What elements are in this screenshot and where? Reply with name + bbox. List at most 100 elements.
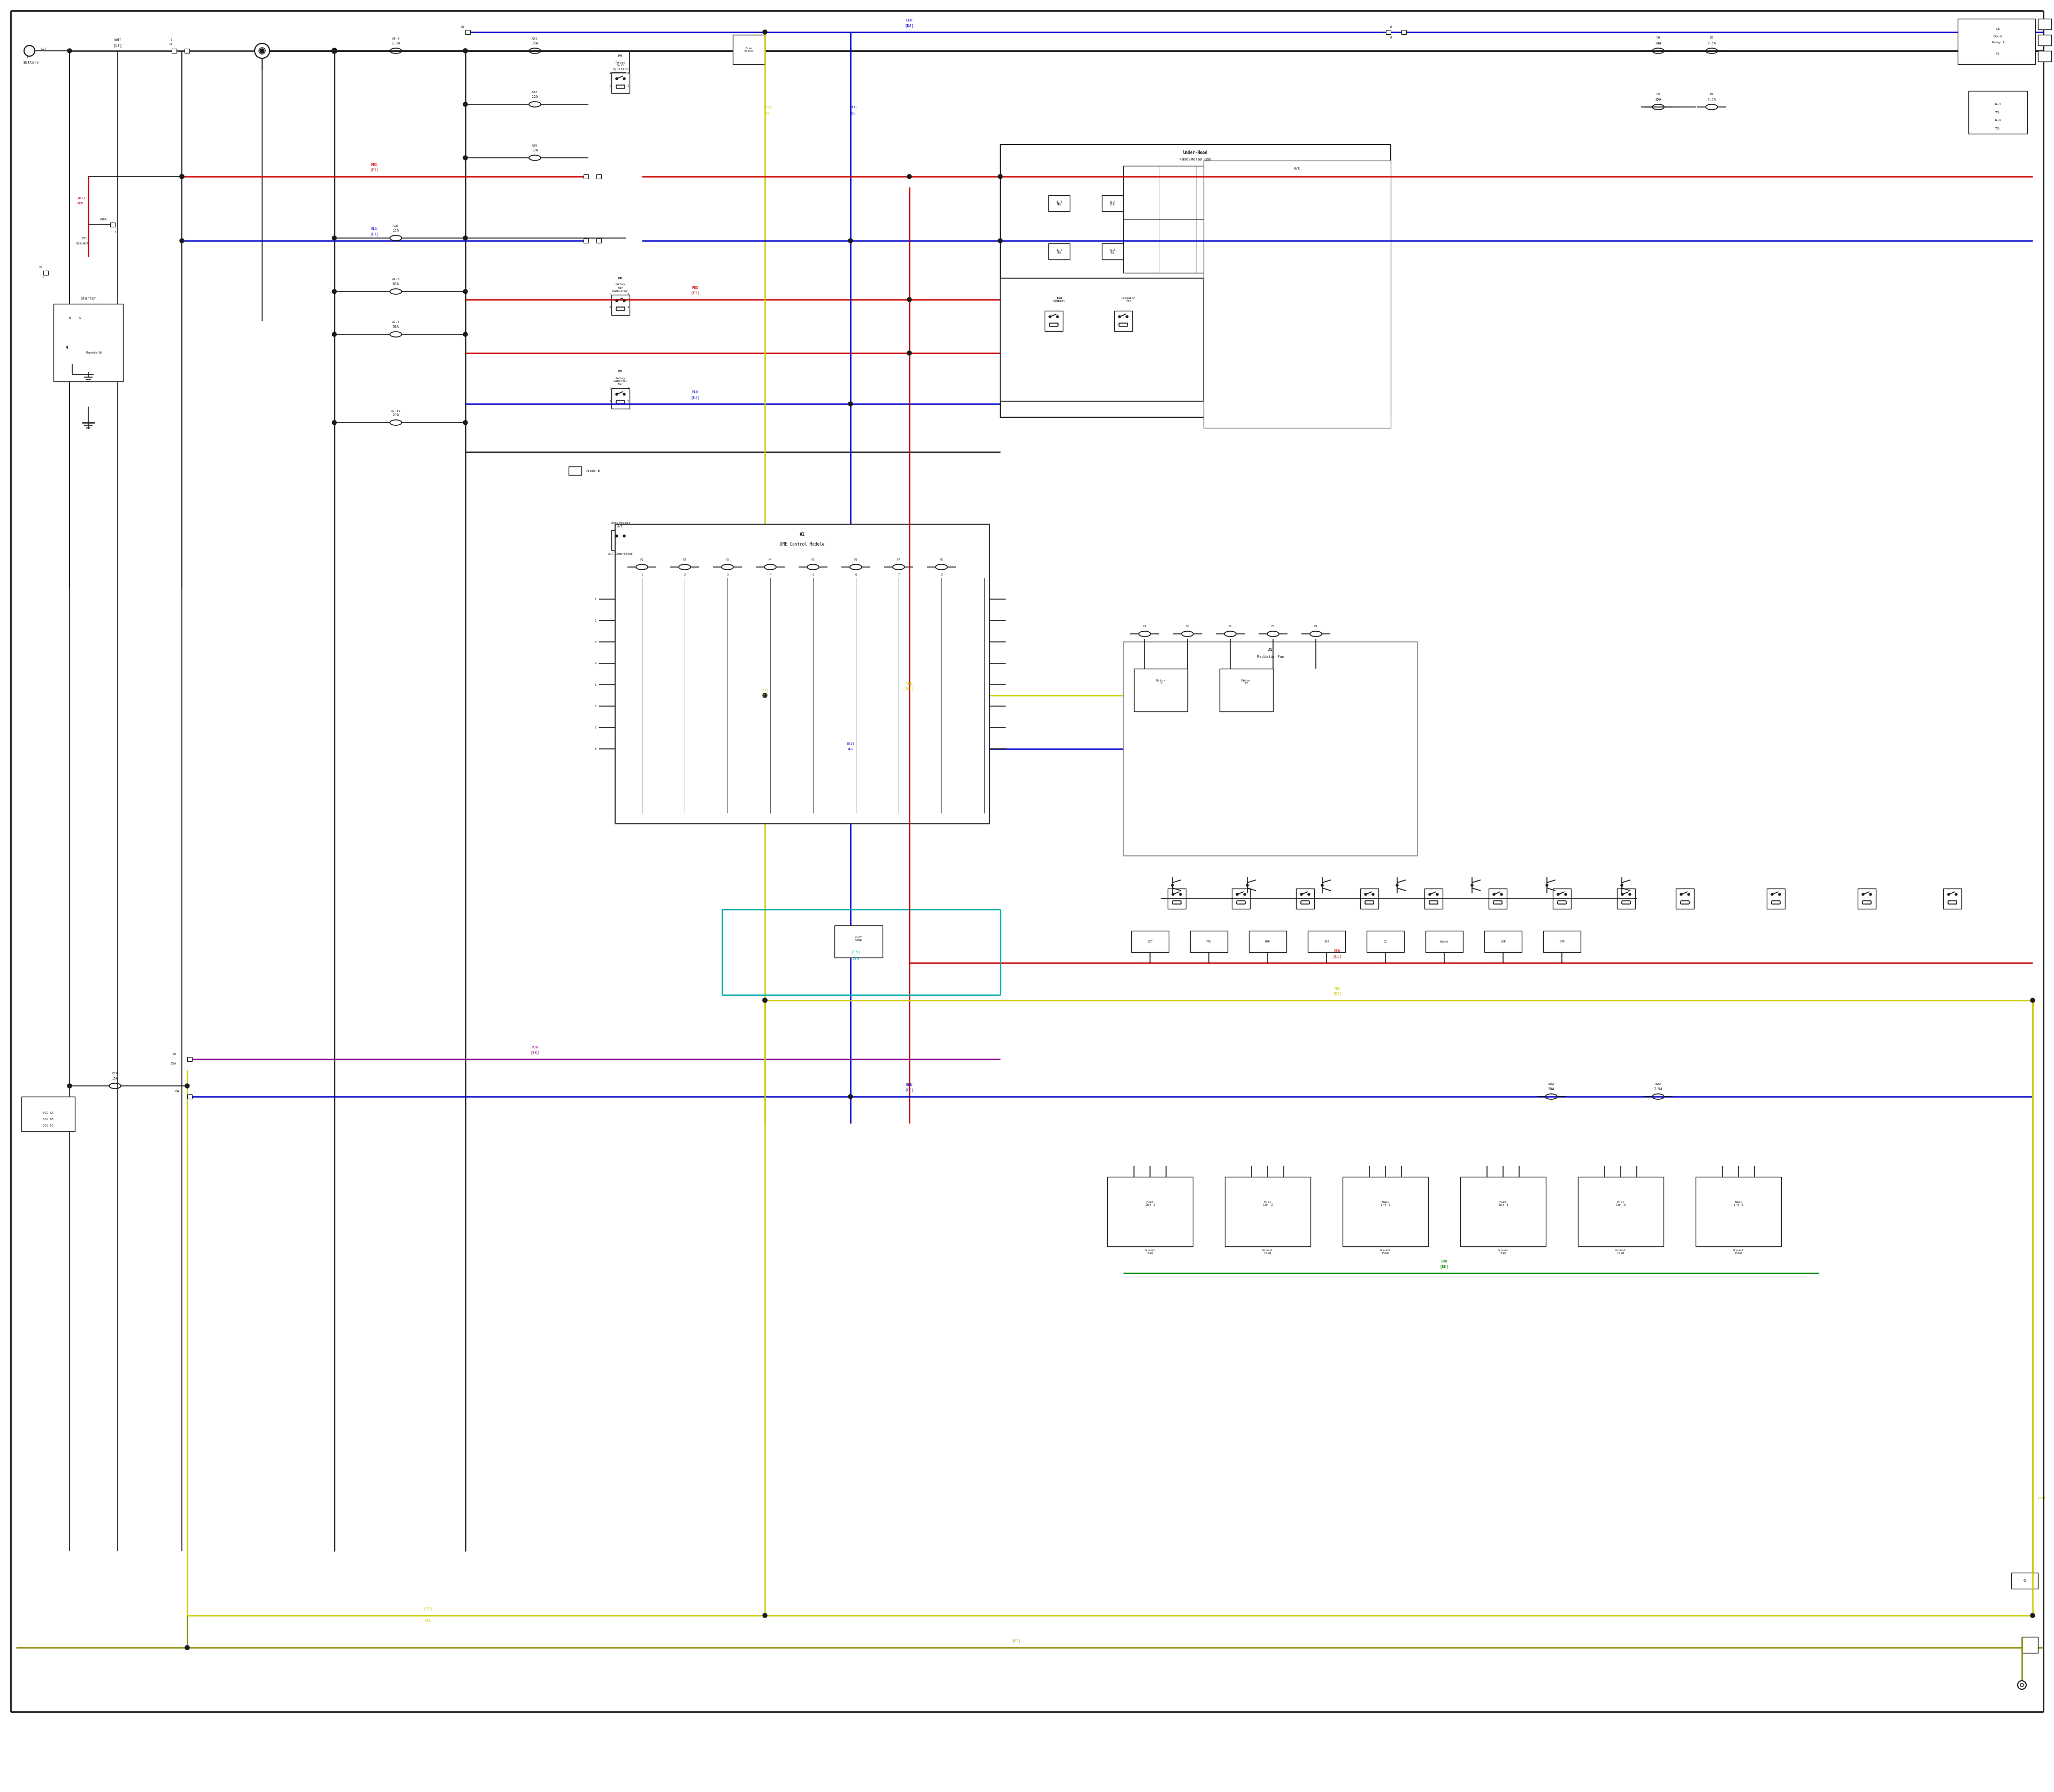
Text: Fuel
Inj 1: Fuel Inj 1 (1144, 1201, 1154, 1206)
Bar (1401, 30, 1407, 34)
Text: [EI]: [EI] (846, 742, 854, 745)
Bar (53, 305, 123, 382)
Text: Knock: Knock (1440, 941, 1448, 943)
Bar (2038, 50, 2052, 61)
Text: F5: F5 (811, 557, 815, 561)
Circle shape (1947, 894, 1949, 896)
Circle shape (464, 48, 468, 54)
Text: 7.5A: 7.5A (1707, 99, 1717, 100)
Circle shape (181, 174, 185, 179)
Bar (1000, 145, 1391, 418)
Text: IL.5
YEL: IL.5 YEL (1109, 249, 1115, 254)
Circle shape (25, 45, 35, 56)
Circle shape (998, 174, 1002, 179)
Circle shape (762, 998, 766, 1002)
Bar (1766, 889, 1785, 909)
Bar (1220, 668, 1273, 711)
Text: F4: F4 (768, 557, 772, 561)
Text: 30A: 30A (1656, 41, 1662, 45)
Text: Compressor: Compressor (610, 521, 631, 525)
Text: CYN: CYN (852, 957, 859, 961)
Text: YEL: YEL (762, 694, 768, 697)
Bar (1425, 930, 1462, 952)
Text: IL.2
GRN: IL.2 GRN (1056, 249, 1062, 254)
Text: Fuse
Block: Fuse Block (744, 47, 754, 52)
Text: [EI]: [EI] (690, 292, 700, 296)
Bar (21, 1097, 74, 1131)
Text: Battery: Battery (23, 61, 39, 65)
Circle shape (1869, 894, 1871, 896)
Text: [EI]: [EI] (904, 686, 914, 690)
Bar (583, 238, 587, 244)
Text: BLU: BLU (850, 113, 857, 115)
Text: ECG 1B: ECG 1B (43, 1118, 53, 1120)
Circle shape (622, 77, 624, 79)
Text: [ET]: [ET] (423, 1607, 433, 1611)
Circle shape (1621, 883, 1623, 887)
Text: IL.4
BLK: IL.4 BLK (1109, 201, 1115, 206)
Bar (1968, 91, 2027, 134)
Circle shape (2021, 1683, 2023, 1686)
Circle shape (1300, 894, 1302, 896)
Bar (1857, 889, 1875, 909)
Text: Starter: Starter (80, 297, 97, 299)
Bar (185, 48, 189, 54)
Text: F1: F1 (1142, 625, 1146, 627)
Text: Ground
Plug: Ground Plug (1497, 1249, 1508, 1254)
Text: 10A: 10A (532, 149, 538, 152)
Bar (1189, 930, 1228, 952)
Circle shape (1557, 894, 1559, 896)
Text: F7: F7 (898, 557, 900, 561)
Text: Motor
I: Motor I (1156, 679, 1167, 685)
Text: TPS: TPS (1206, 941, 1212, 943)
Bar (187, 1095, 191, 1098)
Text: YEL: YEL (764, 113, 770, 115)
Bar (2021, 1636, 2038, 1652)
Text: Relay: Relay (616, 376, 626, 380)
Bar (1343, 1177, 1428, 1247)
Text: YEL: YEL (1994, 111, 2001, 113)
Bar (1296, 889, 1315, 909)
Text: A/C: A/C (618, 525, 624, 527)
Bar (1048, 292, 1070, 308)
Circle shape (1056, 315, 1058, 317)
Text: M4: M4 (618, 56, 622, 57)
Circle shape (1471, 883, 1473, 887)
Text: [EJ]: [EJ] (904, 23, 914, 27)
Text: RED: RED (78, 202, 84, 204)
Text: A2-11: A2-11 (390, 410, 401, 412)
Bar (1308, 930, 1345, 952)
Bar (733, 34, 764, 65)
Bar (1489, 889, 1508, 909)
Circle shape (908, 297, 912, 301)
Circle shape (1779, 894, 1781, 896)
Text: F4: F4 (1271, 625, 1276, 627)
Text: RED: RED (692, 287, 698, 289)
Text: O2: O2 (1384, 941, 1386, 943)
Circle shape (1771, 894, 1773, 896)
Circle shape (848, 1095, 852, 1098)
Text: A16: A16 (392, 226, 398, 228)
Bar (834, 925, 883, 957)
Bar (111, 222, 115, 228)
Circle shape (1321, 883, 1323, 887)
Bar (2011, 1573, 2038, 1590)
Text: [EI]: [EI] (850, 106, 857, 108)
Text: 16A: 16A (392, 229, 398, 233)
Text: BLU: BLU (692, 391, 698, 394)
Circle shape (464, 289, 468, 294)
Text: A1: A1 (1267, 649, 1273, 652)
Bar (1386, 30, 1391, 34)
Text: Fuel
Inj 3: Fuel Inj 3 (1380, 1201, 1391, 1206)
Bar (1360, 889, 1378, 909)
Text: Motor
II: Motor II (1241, 679, 1251, 685)
Circle shape (185, 1084, 189, 1088)
Text: (+): (+) (41, 47, 47, 50)
Circle shape (762, 694, 766, 697)
Circle shape (1179, 894, 1181, 896)
Text: IL.4: IL.4 (1994, 102, 2001, 106)
Text: MAP: MAP (1265, 941, 1269, 943)
Text: Ground
Plug: Ground Plug (1263, 1249, 1273, 1254)
Bar (466, 30, 470, 34)
Text: [EI]: [EI] (690, 396, 700, 400)
